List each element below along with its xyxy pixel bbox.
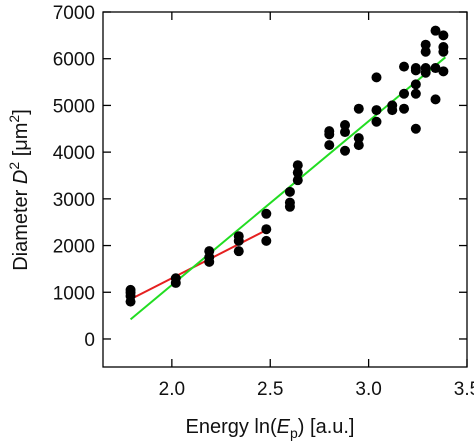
- y-tick-label: 5000: [53, 96, 95, 117]
- plot-frame: [102, 11, 468, 368]
- x-tick-label: 2.0: [159, 379, 185, 400]
- x-axis-title-suffix: ) [a.u.]: [298, 416, 355, 438]
- data-point: [410, 79, 421, 90]
- y-tick-label: 1000: [53, 283, 95, 304]
- data-point: [125, 284, 136, 295]
- data-point: [261, 224, 272, 235]
- data-point: [284, 186, 295, 197]
- y-tick-label: 6000: [53, 50, 95, 71]
- fit-line: [130, 229, 267, 301]
- data-point: [438, 42, 449, 53]
- y-axis-title-variable: D: [10, 170, 32, 184]
- data-point: [170, 273, 181, 284]
- data-point: [233, 246, 244, 257]
- data-points: [125, 25, 449, 307]
- data-point: [430, 25, 441, 36]
- data-point: [420, 46, 431, 57]
- y-axis-title-prefix: Diameter: [10, 184, 32, 271]
- y-tick-label: 2000: [53, 237, 95, 258]
- data-point: [292, 160, 303, 171]
- data-point: [353, 103, 364, 114]
- x-axis-title: Energy ln(Ep) [a.u.]: [186, 416, 355, 441]
- data-point: [410, 88, 421, 99]
- y-tick-label: 7000: [53, 3, 95, 24]
- y-axis-title-unit-close: ]: [10, 109, 32, 115]
- x-axis-title-subscript: p: [290, 425, 298, 441]
- data-point: [420, 39, 431, 50]
- data-point: [410, 123, 421, 134]
- x-tick-label: 3.0: [355, 379, 381, 400]
- data-point: [340, 120, 351, 131]
- data-point: [410, 63, 421, 74]
- data-point: [324, 140, 335, 151]
- x-axis-title-prefix: Energy ln(: [186, 416, 277, 438]
- data-point: [399, 88, 410, 99]
- data-point: [438, 66, 449, 77]
- y-axis-title-superscript: 2: [6, 162, 22, 170]
- y-tick-label: 0: [84, 330, 95, 351]
- data-point: [371, 105, 382, 116]
- data-point: [204, 246, 215, 257]
- data-point: [420, 63, 431, 74]
- data-point: [438, 30, 449, 41]
- data-point: [261, 208, 272, 219]
- data-point: [340, 127, 351, 138]
- x-tick-label: 3.5: [454, 379, 474, 400]
- data-point: [430, 63, 441, 74]
- data-point: [371, 116, 382, 127]
- data-point: [284, 197, 295, 208]
- data-point: [233, 231, 244, 242]
- data-point: [292, 167, 303, 178]
- data-point: [371, 72, 382, 83]
- data-point: [340, 145, 351, 156]
- data-point: [324, 126, 335, 137]
- data-point: [387, 100, 398, 111]
- data-point: [430, 94, 441, 105]
- data-point: [292, 175, 303, 186]
- data-point: [261, 235, 272, 246]
- x-axis-title-variable: E: [277, 416, 291, 438]
- y-axis-title: Diameter D2 [μm2]: [6, 109, 32, 271]
- y-tick-label: 4000: [53, 143, 95, 164]
- y-tick-label: 3000: [53, 190, 95, 211]
- x-tick-label: 2.5: [257, 379, 283, 400]
- y-axis-title-unit-open: [μm: [10, 123, 32, 162]
- data-point: [353, 133, 364, 144]
- data-point: [399, 61, 410, 72]
- data-point: [399, 103, 410, 114]
- axis-ticks: 2.0 2.5 3.0 3.5 0 1000 2000 3000 4000 5000 6000 700…: [53, 3, 474, 400]
- y-axis-title-unit-superscript: 2: [6, 115, 22, 123]
- data-point: [353, 140, 364, 151]
